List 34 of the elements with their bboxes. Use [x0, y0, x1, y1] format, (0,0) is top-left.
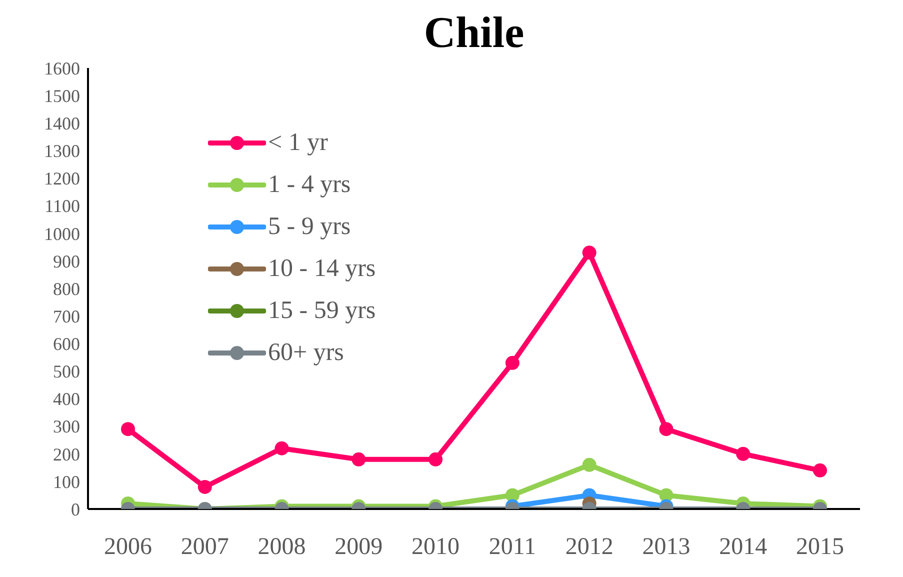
y-tick-label: 800 [53, 278, 80, 299]
x-tick-label: 2010 [412, 534, 460, 560]
y-tick-label: 200 [53, 444, 80, 464]
x-tick-label: 2008 [258, 534, 306, 560]
legend-label: 10 - 14 yrs [268, 254, 376, 284]
y-tick-label: 600 [53, 334, 80, 354]
x-tick-label: 2007 [180, 534, 229, 560]
y-tick-label: 0 [71, 499, 80, 520]
y-tick-label: 400 [53, 389, 80, 410]
y-tick-label: 300 [53, 416, 80, 437]
x-tick-label: 2011 [488, 534, 536, 560]
legend-label: 60+ yrs [268, 338, 344, 368]
x-tick-label: 2015 [796, 534, 844, 560]
y-tick-label: 1200 [44, 168, 80, 189]
y-tick-label: 1000 [44, 224, 80, 244]
y-tick-label: 1100 [44, 196, 80, 216]
y-tick-label: 700 [53, 306, 80, 326]
chart-title: Chile [422, 8, 526, 58]
x-tick-label: 2014 [719, 534, 768, 560]
legend-label: 5 - 9 yrs [268, 212, 351, 242]
legend-label: < 1 yr [268, 128, 328, 158]
legend-label: 15 - 59 yrs [268, 296, 376, 326]
x-tick-label: 2006 [104, 534, 152, 560]
x-tick-label: 2012 [565, 534, 614, 560]
y-tick-label: 100 [53, 472, 80, 492]
y-tick-label: 1300 [44, 141, 80, 162]
legend-label: 1 - 4 yrs [268, 170, 351, 200]
x-tick-label: 2013 [642, 534, 690, 560]
y-tick-label: 1500 [44, 86, 80, 106]
y-tick-label: 900 [53, 251, 80, 272]
y-tick-label: 1400 [44, 114, 80, 134]
y-tick-label: 500 [53, 362, 80, 382]
x-tick-label: 2009 [334, 534, 383, 560]
y-tick-label: 1600 [44, 58, 80, 78]
